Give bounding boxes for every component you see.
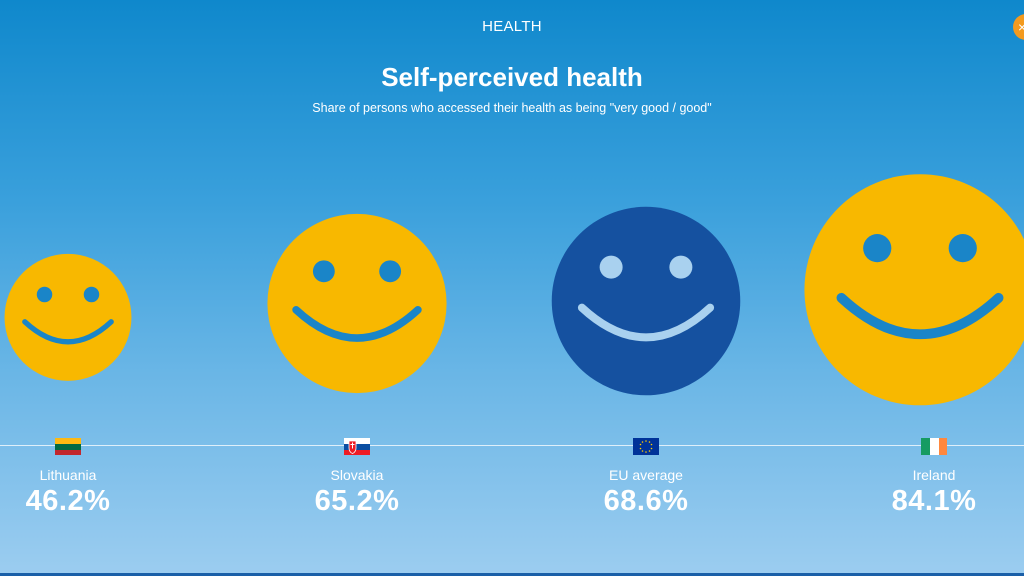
smiley-face <box>804 174 1024 406</box>
baseline <box>0 445 1024 446</box>
smiley-lithuania <box>4 253 132 381</box>
smiley-mouth <box>22 319 114 345</box>
smiley-mouth <box>577 303 715 342</box>
smiley-eye <box>312 260 335 283</box>
close-button[interactable]: × <box>1013 14 1024 40</box>
country-slovakia: Slovakia 65.2% <box>257 438 457 518</box>
smiley-mouth <box>836 292 1004 340</box>
smiley-eye <box>948 234 977 263</box>
bottom-bar <box>0 573 1024 576</box>
smiley-eye <box>36 286 53 303</box>
chart-title: Self-perceived health <box>381 62 643 92</box>
country-name: Lithuania <box>39 467 97 483</box>
country-value: 68.6% <box>603 485 689 517</box>
country-value: 65.2% <box>314 485 400 517</box>
section-label: HEALTH <box>482 18 542 35</box>
lithuania-flag-icon <box>55 438 81 455</box>
smiley-mouth <box>292 305 422 342</box>
ireland-flag-icon <box>921 438 947 455</box>
smiley-face <box>4 253 132 381</box>
smiley-face <box>267 213 447 394</box>
country-ireland: Ireland 84.1% <box>834 438 1024 518</box>
smiley-ireland <box>804 174 1024 406</box>
smiley-eye <box>599 255 623 279</box>
smiley-slovakia <box>267 213 447 394</box>
country-lithuania: Lithuania 46.2% <box>0 438 168 518</box>
country-name: EU average <box>609 467 683 483</box>
smiley-eu-average <box>551 206 741 396</box>
country-value: 84.1% <box>891 485 977 517</box>
smiley-eye <box>379 260 402 283</box>
smiley-face <box>551 206 741 396</box>
country-value: 46.2% <box>25 485 111 517</box>
chart-subtitle: Share of persons who accessed their heal… <box>312 101 712 115</box>
smiley-eye <box>669 255 693 279</box>
country-eu-average: EU average 68.6% <box>546 438 746 518</box>
country-name: Slovakia <box>330 467 384 483</box>
smiley-eye <box>83 286 100 303</box>
eu-flag-icon <box>633 438 659 455</box>
country-name: Ireland <box>912 467 956 483</box>
smiley-eye <box>863 234 892 263</box>
slovakia-flag-icon <box>344 438 370 455</box>
